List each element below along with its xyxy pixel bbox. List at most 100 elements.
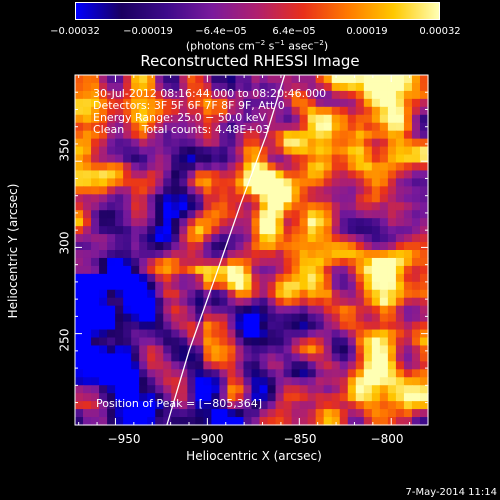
heatmap-cell bbox=[355, 385, 365, 394]
heatmap-cell bbox=[251, 234, 261, 243]
heatmap-cell bbox=[371, 393, 381, 402]
heatmap-cell bbox=[115, 361, 124, 370]
heatmap-cell bbox=[251, 289, 261, 299]
heatmap-cell bbox=[371, 337, 381, 347]
heatmap-cell bbox=[227, 82, 237, 92]
heatmap-cell bbox=[83, 154, 92, 164]
heatmap-cell bbox=[419, 265, 429, 275]
heatmap-cell bbox=[131, 393, 140, 402]
heatmap-cell bbox=[139, 273, 148, 283]
heatmap-cell bbox=[211, 90, 221, 100]
heatmap-cell bbox=[307, 265, 317, 275]
heatmap-cell bbox=[387, 75, 397, 84]
heatmap-cell bbox=[99, 162, 108, 172]
heatmap-cell bbox=[387, 186, 397, 195]
heatmap-cell bbox=[339, 257, 349, 267]
heatmap-cell bbox=[99, 186, 108, 195]
heatmap-cell bbox=[411, 98, 421, 108]
heatmap-cell bbox=[259, 154, 269, 164]
heatmap-cell bbox=[123, 130, 132, 140]
heatmap-cell bbox=[235, 321, 245, 331]
heatmap-cell bbox=[299, 154, 309, 164]
heatmap-cell bbox=[195, 210, 204, 219]
heatmap-cell bbox=[283, 385, 293, 394]
heatmap-cell bbox=[99, 409, 108, 418]
heatmap-cell bbox=[275, 377, 285, 386]
heatmap-cell bbox=[371, 242, 381, 251]
heatmap-cell bbox=[419, 162, 429, 172]
heatmap-cell bbox=[419, 218, 429, 227]
heatmap-cell bbox=[147, 218, 156, 227]
heatmap-cell bbox=[243, 273, 253, 283]
heatmap-cell bbox=[171, 250, 180, 259]
heatmap-cell bbox=[115, 130, 124, 140]
heatmap-cell bbox=[379, 385, 389, 394]
heatmap-cell bbox=[411, 82, 421, 92]
heatmap-cell bbox=[227, 385, 237, 394]
heatmap-cell bbox=[155, 369, 164, 378]
heatmap-cell bbox=[419, 257, 429, 267]
heatmap-cell bbox=[251, 75, 261, 84]
heatmap-cell bbox=[163, 385, 172, 394]
heatmap-cell bbox=[355, 305, 365, 315]
heatmap-cell bbox=[147, 289, 156, 299]
heatmap-cell bbox=[379, 305, 389, 315]
heatmap-cell bbox=[203, 305, 212, 315]
heatmap-cell bbox=[299, 98, 309, 108]
heatmap-cell bbox=[155, 178, 164, 187]
heatmap-cell bbox=[91, 170, 100, 179]
heatmap-cell bbox=[395, 218, 405, 227]
heatmap-cell bbox=[91, 265, 100, 275]
heatmap-cell bbox=[171, 226, 180, 235]
heatmap-cell bbox=[315, 393, 325, 402]
heatmap-cell bbox=[251, 313, 261, 323]
heatmap-cell bbox=[387, 369, 397, 378]
heatmap-cell bbox=[99, 401, 108, 410]
heatmap-cell bbox=[115, 305, 124, 315]
heatmap-cell bbox=[291, 75, 301, 84]
heatmap-cell bbox=[243, 313, 253, 323]
heatmap-cell bbox=[123, 361, 132, 370]
heatmap-cell bbox=[163, 377, 172, 386]
heatmap-cell bbox=[139, 90, 148, 100]
heatmap-cell bbox=[91, 393, 100, 402]
heatmap-cell bbox=[371, 82, 381, 92]
heatmap-cell bbox=[91, 194, 100, 203]
heatmap-cell bbox=[163, 289, 172, 299]
heatmap-cell bbox=[251, 409, 261, 418]
heatmap-cell bbox=[371, 305, 381, 315]
heatmap-cell bbox=[419, 361, 429, 370]
heatmap-cell bbox=[307, 313, 317, 323]
heatmap-cell bbox=[139, 377, 148, 386]
heatmap-cell bbox=[147, 114, 156, 124]
heatmap-cell bbox=[315, 250, 325, 259]
heatmap-cell bbox=[139, 210, 148, 219]
heatmap-cell bbox=[91, 82, 100, 92]
heatmap-cell bbox=[91, 210, 100, 219]
heatmap-cell bbox=[203, 162, 212, 172]
heatmap-cell bbox=[227, 345, 237, 354]
heatmap-cell bbox=[347, 170, 357, 179]
heatmap-cell bbox=[339, 178, 349, 187]
heatmap-cell bbox=[155, 218, 164, 227]
heatmap-cell bbox=[347, 106, 357, 116]
heatmap-cell bbox=[275, 281, 285, 291]
heatmap-cell bbox=[291, 186, 301, 195]
heatmap-cell bbox=[323, 281, 333, 291]
heatmap-cell bbox=[179, 265, 188, 275]
heatmap-cell bbox=[331, 409, 341, 418]
heatmap-cell bbox=[339, 345, 349, 354]
heatmap-cell bbox=[235, 154, 245, 164]
heatmap-cell bbox=[347, 265, 357, 275]
heatmap-cell bbox=[283, 146, 293, 156]
heatmap-cell bbox=[283, 218, 293, 227]
heatmap-cell bbox=[371, 265, 381, 275]
heatmap-cell bbox=[115, 273, 124, 283]
heatmap-cell bbox=[171, 337, 180, 347]
heatmap-cell bbox=[363, 162, 373, 172]
heatmap-cell bbox=[339, 353, 349, 362]
heatmap-cell bbox=[211, 138, 221, 148]
heatmap-cell bbox=[107, 90, 116, 100]
heatmap-cell bbox=[211, 75, 221, 84]
heatmap-cell bbox=[315, 162, 325, 172]
